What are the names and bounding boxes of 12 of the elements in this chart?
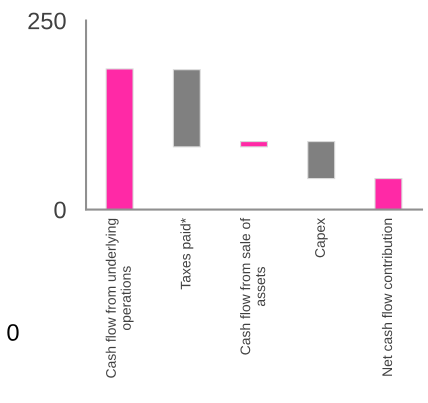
- x-tick-label: Taxes paid*: [180, 218, 194, 290]
- bar: [172, 69, 201, 148]
- x-tick-label: Cash flow from underlying operations: [106, 218, 134, 378]
- bar: [374, 178, 402, 210]
- bar: [240, 140, 268, 148]
- text: 0: [7, 324, 19, 341]
- x-tick-label: Net cash flow contribution: [382, 218, 392, 376]
- y-tick-label: 250: [28, 12, 66, 30]
- bar: [106, 68, 134, 210]
- x-tick-label: Cash flow from sale of assets: [240, 218, 266, 355]
- x-tick-label: Capex: [315, 218, 328, 258]
- bar: [307, 140, 336, 180]
